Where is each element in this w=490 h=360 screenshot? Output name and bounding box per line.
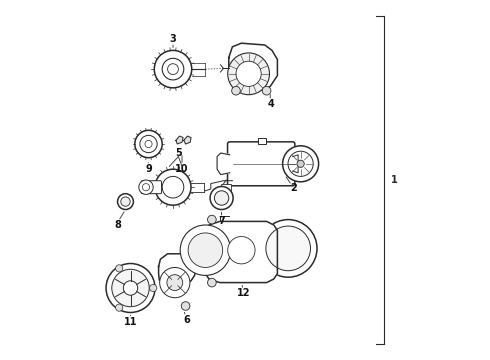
Circle shape [297, 160, 304, 167]
Circle shape [139, 180, 153, 194]
Text: 2: 2 [290, 183, 297, 193]
FancyBboxPatch shape [141, 181, 162, 194]
Circle shape [162, 58, 184, 80]
Circle shape [112, 269, 149, 307]
Circle shape [154, 50, 192, 88]
Text: 8: 8 [114, 220, 121, 230]
Circle shape [259, 220, 317, 277]
Circle shape [266, 226, 311, 271]
Circle shape [116, 304, 123, 311]
Polygon shape [176, 136, 183, 144]
Text: 3: 3 [170, 33, 176, 44]
Circle shape [215, 191, 229, 205]
Circle shape [162, 176, 184, 198]
Text: 1: 1 [391, 175, 397, 185]
Circle shape [167, 275, 183, 291]
Circle shape [145, 140, 152, 148]
Text: 4: 4 [268, 99, 275, 109]
Polygon shape [229, 43, 277, 91]
Circle shape [116, 265, 123, 272]
Text: 5: 5 [175, 148, 182, 158]
Circle shape [149, 284, 157, 292]
Polygon shape [184, 136, 191, 144]
Circle shape [188, 233, 222, 267]
Circle shape [106, 264, 155, 312]
Text: 9: 9 [145, 164, 152, 174]
Circle shape [283, 146, 318, 182]
Text: 6: 6 [183, 315, 190, 325]
Circle shape [135, 130, 162, 158]
Circle shape [236, 61, 261, 86]
Circle shape [155, 169, 191, 205]
Circle shape [160, 267, 190, 298]
Circle shape [140, 135, 157, 153]
Text: 11: 11 [124, 317, 137, 327]
Polygon shape [293, 155, 298, 173]
Polygon shape [159, 254, 196, 284]
Circle shape [143, 184, 149, 191]
Polygon shape [217, 153, 230, 175]
Circle shape [228, 53, 270, 95]
Text: 7: 7 [218, 216, 225, 226]
Bar [220, 184, 231, 191]
Bar [258, 138, 266, 144]
Polygon shape [205, 221, 277, 283]
Circle shape [262, 86, 271, 95]
Circle shape [208, 215, 216, 224]
Circle shape [168, 64, 178, 75]
Circle shape [118, 194, 133, 210]
Circle shape [210, 186, 233, 210]
Circle shape [181, 302, 190, 310]
Circle shape [123, 281, 138, 295]
Circle shape [121, 197, 130, 206]
FancyBboxPatch shape [227, 142, 295, 186]
Circle shape [232, 86, 240, 95]
Circle shape [180, 225, 231, 275]
Text: 12: 12 [237, 288, 250, 298]
Circle shape [228, 237, 255, 264]
Text: 10: 10 [175, 164, 189, 174]
Circle shape [208, 278, 216, 287]
Circle shape [288, 151, 313, 176]
